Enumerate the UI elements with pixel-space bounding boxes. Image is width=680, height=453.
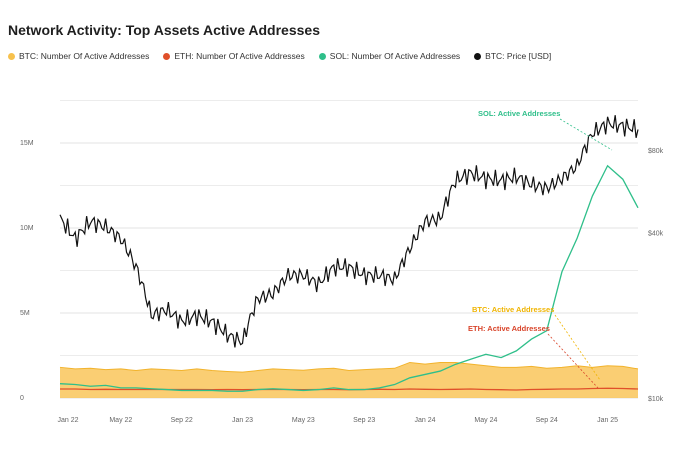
x-tick-label: Jan 24 [415, 417, 436, 424]
x-tick-label: Sep 23 [353, 417, 375, 424]
y-right-tick-label: $10k [648, 396, 664, 403]
legend-label: BTC: Number Of Active Addresses [19, 51, 150, 61]
x-tick-label: Sep 24 [536, 417, 558, 424]
y-left-tick-label: 15M [20, 140, 34, 147]
annotation-btc-leader [554, 314, 601, 381]
legend-swatch [318, 52, 326, 60]
y-right-tick-label: $80k [648, 148, 664, 155]
annotation-sol-label: SOL: Active Addresses [478, 109, 560, 118]
legend-item-btc-price[interactable]: BTC: Price [USD] [474, 51, 551, 61]
series-btc-active-addresses-line [59, 361, 639, 373]
x-tick-label: Jan 23 [232, 417, 253, 424]
legend-label: BTC: Price [USD] [485, 51, 552, 61]
legend-swatch [163, 52, 171, 60]
y-left-tick-label: 5M [20, 310, 30, 317]
legend-label: SOL: Number Of Active Addresses [329, 51, 461, 61]
legend-item-eth-active-addresses[interactable]: ETH: Number Of Active Addresses [163, 51, 305, 61]
y-left-tick-label: 10M [20, 225, 34, 232]
legend-item-btc-active-addresses[interactable]: BTC: Number Of Active Addresses [8, 51, 149, 61]
chart-legend: BTC: Number Of Active Addresses ETH: Num… [8, 51, 551, 61]
legend-label: ETH: Number Of Active Addresses [174, 51, 305, 61]
y-left-tick-label: 0 [20, 395, 24, 402]
series-sol-active-addresses [59, 164, 639, 392]
annotation-btc-label: BTC: Active Addresses [472, 305, 554, 314]
chart-title: Network Activity: Top Assets Active Addr… [8, 22, 320, 38]
x-tick-label: Jan 22 [57, 417, 78, 424]
legend-swatch [474, 52, 482, 60]
annotation-eth-leader [547, 333, 599, 389]
series-btc-price [59, 115, 639, 348]
annotation-eth-label: ETH: Active Addresses [468, 324, 550, 333]
legend-swatch [8, 52, 15, 60]
x-tick-label: May 22 [109, 417, 132, 424]
legend-item-sol-active-addresses[interactable]: SOL: Number Of Active Addresses [318, 51, 461, 61]
x-tick-label: Jan 25 [597, 417, 618, 424]
x-tick-label: May 23 [292, 417, 315, 424]
x-tick-label: May 24 [474, 417, 497, 424]
x-tick-label: Sep 22 [171, 417, 193, 424]
y-right-tick-label: $40k [648, 231, 664, 238]
